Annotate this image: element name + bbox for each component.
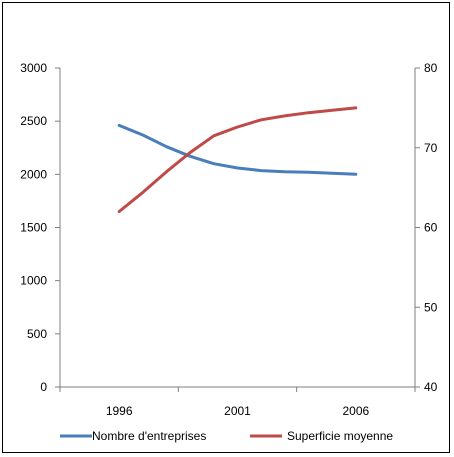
right-y-tick-label: 80: [424, 61, 438, 75]
series-line-nombre-entreprises: [117, 123, 358, 176]
legend: Nombre d'entreprises Superficie moyenne: [60, 429, 393, 443]
x-tick-label: 1996: [106, 404, 133, 418]
left-y-tick-label: 500: [27, 327, 47, 341]
left-y-tick-label: 2500: [20, 114, 47, 128]
right-y-tick-label: 40: [424, 380, 438, 394]
axes: 0 500 1000 1500 2000 2500 3000 40 50 60 70 80 1996 20…: [20, 61, 437, 418]
left-y-tick-label: 1000: [20, 274, 47, 288]
x-tick-label: 2006: [342, 404, 369, 418]
legend-label: Nombre d'entreprises: [92, 429, 206, 443]
chart-frame: [2, 2, 450, 453]
right-y-tick-label: 60: [424, 221, 438, 235]
right-y-tick-label: 50: [424, 300, 438, 314]
plot-area: [117, 106, 358, 213]
right-y-tick-label: 70: [424, 141, 438, 155]
left-y-tick-label: 3000: [20, 61, 47, 75]
left-y-tick-label: 1500: [20, 221, 47, 235]
left-y-tick-label: 0: [40, 380, 47, 394]
x-tick-label: 2001: [224, 404, 251, 418]
legend-label: Superficie moyenne: [287, 429, 393, 443]
series-line-superficie-moyenne: [117, 106, 358, 213]
left-y-tick-label: 2000: [20, 167, 47, 181]
